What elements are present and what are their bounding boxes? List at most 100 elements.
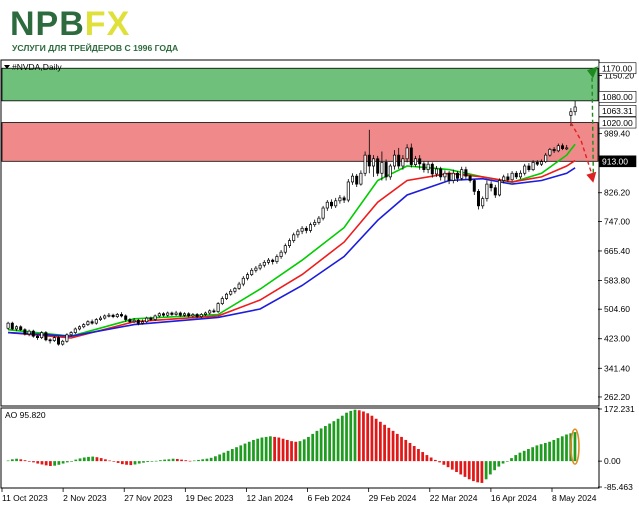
ao-bar bbox=[188, 460, 192, 462]
ao-bar bbox=[484, 461, 488, 480]
ao-bar bbox=[243, 443, 247, 462]
ao-bar bbox=[125, 461, 128, 465]
candle-body bbox=[250, 269, 254, 275]
candle-body bbox=[334, 200, 338, 207]
candle bbox=[56, 336, 61, 346]
ao-bar bbox=[205, 458, 209, 462]
ao-bar bbox=[450, 461, 454, 470]
ao-bar bbox=[535, 445, 539, 462]
ao-bar bbox=[505, 461, 509, 462]
price-box-label: 1020.00 bbox=[602, 118, 633, 128]
candle bbox=[237, 281, 241, 290]
candle bbox=[153, 314, 157, 321]
ao-bar bbox=[285, 439, 289, 462]
candle-body bbox=[443, 172, 447, 178]
ao-bar bbox=[277, 437, 281, 462]
candle-body bbox=[258, 264, 262, 269]
ao-bar bbox=[40, 461, 44, 465]
candle bbox=[178, 311, 182, 317]
ao-bar bbox=[192, 460, 196, 462]
candle bbox=[523, 163, 527, 176]
time-tick-label: 19 Dec 2023 bbox=[185, 493, 233, 503]
price-box bbox=[598, 105, 637, 117]
ao-bar bbox=[442, 461, 446, 465]
candle bbox=[430, 162, 434, 178]
ao-bar bbox=[378, 421, 382, 462]
candle-body bbox=[65, 334, 69, 342]
ao-bar bbox=[247, 441, 251, 462]
ao-bar bbox=[256, 438, 260, 462]
candle-body bbox=[430, 163, 434, 175]
ao-bar bbox=[501, 461, 505, 464]
candle-body bbox=[124, 315, 128, 320]
candle bbox=[258, 263, 262, 271]
candle bbox=[52, 336, 56, 342]
candle-body bbox=[212, 310, 216, 313]
price-box bbox=[598, 91, 637, 103]
ao-bar bbox=[154, 460, 158, 462]
ao-bar bbox=[95, 457, 99, 462]
candle bbox=[103, 314, 107, 320]
candle bbox=[409, 143, 413, 168]
ao-tick-label: -85.463 bbox=[604, 482, 633, 492]
ao-bar bbox=[387, 427, 391, 462]
candle-body bbox=[86, 321, 90, 325]
candle-body bbox=[447, 172, 451, 181]
candle-body bbox=[376, 158, 380, 174]
candle bbox=[304, 226, 308, 234]
candle-body bbox=[174, 312, 178, 315]
ao-bar bbox=[349, 410, 353, 462]
ao-bar bbox=[74, 459, 78, 462]
ao-bar bbox=[197, 459, 200, 462]
ao-bar bbox=[510, 458, 513, 462]
candle-body bbox=[527, 165, 531, 170]
candle-body bbox=[539, 161, 544, 165]
candle-body bbox=[355, 175, 359, 185]
ao-bar bbox=[391, 430, 395, 462]
candle-body bbox=[556, 145, 560, 152]
candle-body bbox=[136, 319, 140, 324]
candle-body bbox=[560, 145, 565, 149]
candle bbox=[313, 219, 317, 227]
ao-bar bbox=[290, 441, 293, 462]
ao-bar bbox=[362, 411, 365, 462]
candle bbox=[388, 163, 392, 180]
price-tick-label: 262.20 bbox=[604, 392, 630, 402]
candle-body bbox=[506, 176, 510, 181]
candle bbox=[443, 170, 447, 182]
candle-body bbox=[384, 162, 388, 178]
candle bbox=[149, 316, 153, 321]
candle-body bbox=[94, 319, 98, 324]
ao-bar bbox=[459, 461, 463, 475]
ao-bar bbox=[383, 424, 386, 462]
candle bbox=[422, 161, 426, 173]
candle-body bbox=[271, 259, 275, 262]
candle-body bbox=[48, 339, 52, 342]
symbol-dropdown-icon[interactable] bbox=[4, 65, 10, 69]
candle bbox=[132, 318, 136, 324]
candle bbox=[464, 166, 468, 180]
candle-body bbox=[552, 149, 556, 152]
candle bbox=[73, 327, 77, 335]
candle bbox=[334, 197, 338, 209]
ao-bar bbox=[425, 455, 429, 462]
candle bbox=[90, 319, 94, 325]
candle bbox=[77, 325, 82, 331]
candle-body bbox=[254, 267, 258, 271]
candle-body bbox=[413, 158, 418, 165]
candle bbox=[250, 268, 254, 277]
candle-body bbox=[73, 328, 77, 333]
candle-body bbox=[313, 222, 317, 226]
candle-body bbox=[149, 317, 153, 320]
ao-bar bbox=[455, 461, 458, 473]
candle bbox=[460, 166, 464, 181]
candle-body bbox=[10, 322, 14, 330]
ao-bar bbox=[539, 444, 543, 462]
candle-body bbox=[166, 312, 170, 316]
candle bbox=[317, 215, 321, 225]
ao-bar bbox=[374, 418, 378, 462]
time-tick-label: 16 Apr 2024 bbox=[491, 493, 537, 503]
price-tick-label: 989.40 bbox=[604, 129, 630, 139]
time-tick-label: 6 Feb 2024 bbox=[308, 493, 351, 503]
ao-bar bbox=[269, 436, 272, 462]
